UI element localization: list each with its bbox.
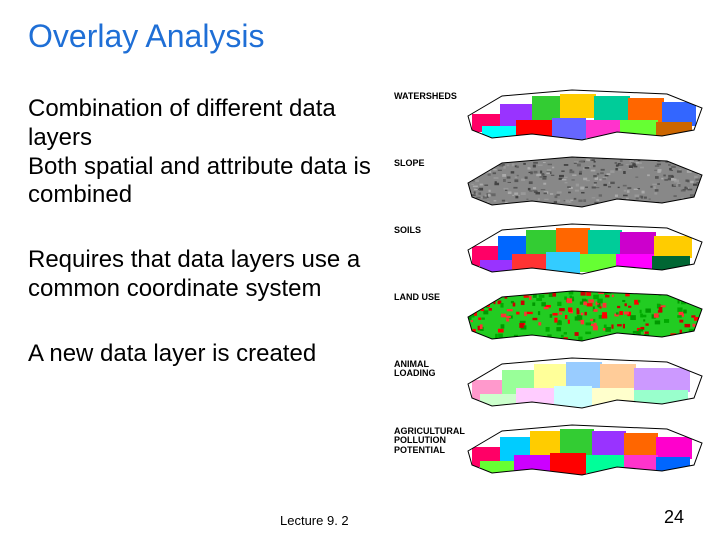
layer-row-3: LAND USE (394, 287, 714, 350)
layer-row-4: ANIMAL LOADING (394, 354, 714, 417)
layer-map (462, 287, 714, 350)
paragraph-3: A new data layer is created (28, 340, 398, 369)
layer-map (462, 86, 714, 149)
layer-label: WATERSHEDS (394, 86, 462, 101)
layer-map (462, 354, 714, 417)
slide-title: Overlay Analysis (28, 18, 692, 55)
layer-label: SOILS (394, 220, 462, 235)
layer-map (462, 421, 714, 484)
layer-label: SLOPE (394, 153, 462, 168)
layer-label: LAND USE (394, 287, 462, 302)
page-number: 24 (664, 507, 684, 528)
layer-row-0: WATERSHEDS (394, 86, 714, 149)
overlay-layers-figure: WATERSHEDS SLOPE SOILS LAND USE ANIMAL LOADI… (394, 86, 714, 488)
lecture-label: Lecture 9. 2 (280, 513, 349, 528)
slide: Overlay Analysis Combination of differen… (0, 0, 720, 540)
layer-row-5: AGRICULTURAL POLLUTION POTENTIAL (394, 421, 714, 484)
body-text-column: Combination of different data layers Bot… (28, 95, 398, 369)
layer-map (462, 220, 714, 283)
layer-map (462, 153, 714, 216)
layer-label: AGRICULTURAL POLLUTION POTENTIAL (394, 421, 462, 455)
layer-row-1: SLOPE (394, 153, 714, 216)
paragraph-1: Combination of different data layers Bot… (28, 95, 398, 210)
layer-row-2: SOILS (394, 220, 714, 283)
paragraph-2: Requires that data layers use a common c… (28, 246, 398, 304)
layer-label: ANIMAL LOADING (394, 354, 462, 379)
